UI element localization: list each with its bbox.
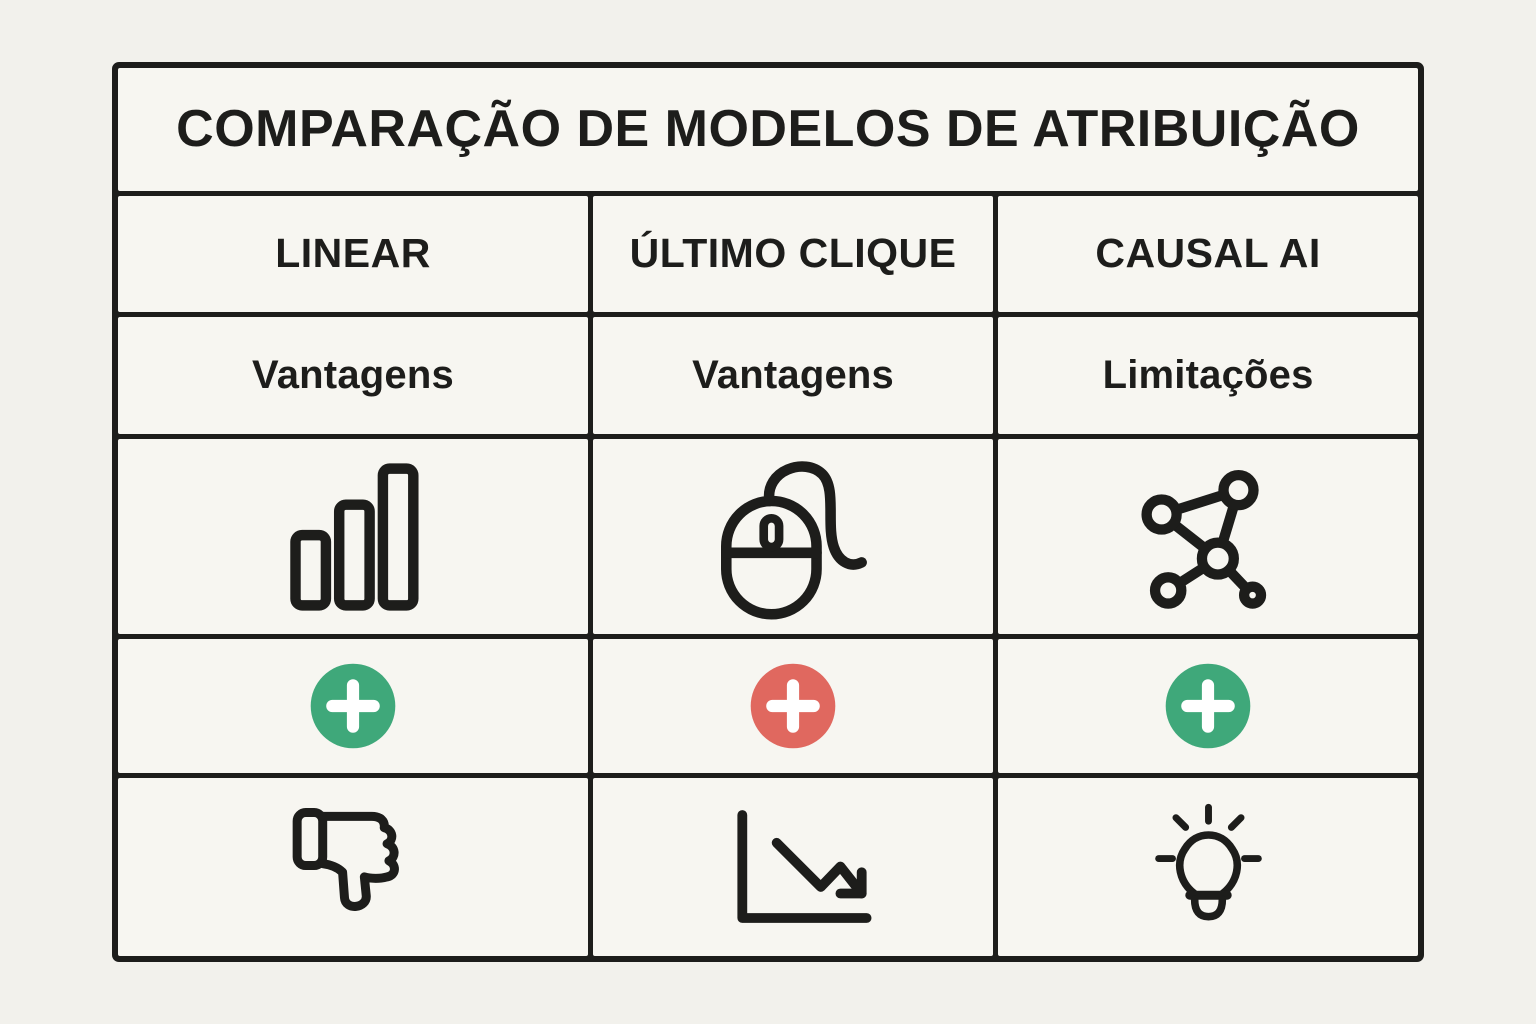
- page-title: COMPARAÇÃO DE MODELOS DE ATRIBUIÇÃO: [176, 100, 1360, 159]
- column-header: CAUSAL AI: [1095, 230, 1321, 277]
- plus-circle-icon: [310, 663, 396, 749]
- network-graph-icon: [1141, 469, 1266, 609]
- plus-glyph: [766, 679, 820, 733]
- icon-cell-ultimo-clique: [592, 438, 994, 635]
- icon-cell-causal-ai: [998, 438, 1418, 635]
- footer-cell-causal-ai: [998, 777, 1418, 956]
- row-label: Vantagens: [692, 352, 895, 397]
- plus-glyph: [326, 679, 380, 733]
- footer-cell-ultimo-clique: [592, 777, 994, 956]
- label-cell-ultimo-clique: Vantagens: [592, 316, 994, 434]
- row-label: Limitações: [1102, 352, 1314, 397]
- thumbs-down-icon: [292, 808, 399, 912]
- plus-glyph: [1181, 679, 1235, 733]
- icon-cell-linear: [118, 438, 588, 635]
- marker-cell-ultimo-clique: [592, 639, 994, 773]
- title-cell: COMPARAÇÃO DE MODELOS DE ATRIBUIÇÃO: [118, 68, 1418, 191]
- plus-circle-icon: [750, 663, 836, 749]
- declining-chart-icon: [737, 810, 872, 924]
- bar-chart-icon: [290, 462, 420, 611]
- label-cell-causal-ai: Limitações: [998, 316, 1418, 434]
- marker-cell-causal-ai: [998, 639, 1418, 773]
- marker-cell-linear: [118, 639, 588, 773]
- header-cell-linear: LINEAR: [118, 195, 588, 312]
- column-header: LINEAR: [275, 230, 431, 277]
- row-label: Vantagens: [252, 352, 454, 397]
- footer-cell-linear: [118, 777, 588, 956]
- comparison-table: COMPARAÇÃO DE MODELOS DE ATRIBUIÇÃO LINE…: [112, 62, 1424, 962]
- column-header: ÚLTIMO CLIQUE: [629, 230, 957, 277]
- header-cell-ultimo-clique: ÚLTIMO CLIQUE: [592, 195, 994, 312]
- computer-mouse-icon: [721, 460, 867, 620]
- header-cell-causal-ai: CAUSAL AI: [998, 195, 1418, 312]
- label-cell-linear: Vantagens: [118, 316, 588, 434]
- plus-circle-icon: [1165, 663, 1251, 749]
- lightbulb-icon: [1154, 804, 1262, 921]
